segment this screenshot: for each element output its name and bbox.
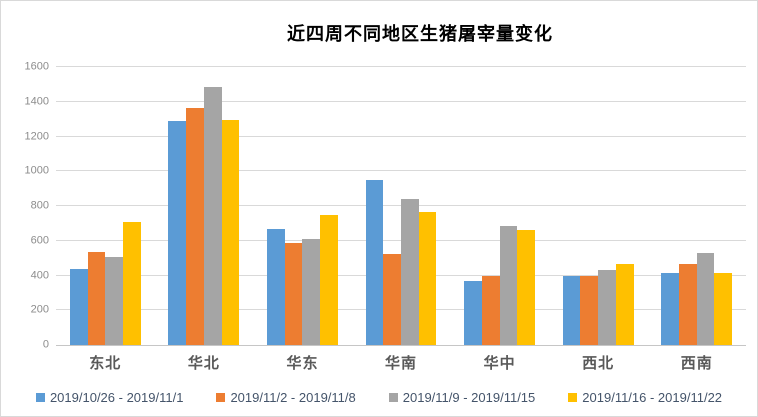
x-category-label: 西南 bbox=[680, 355, 713, 372]
y-tick-label: 1400 bbox=[24, 95, 49, 108]
legend: 2019/10/26 - 2019/11/1 2019/11/2 - 2019/1… bbox=[1, 388, 757, 406]
bar bbox=[203, 86, 222, 345]
bar bbox=[499, 225, 518, 345]
x-category-label: 华中 bbox=[483, 355, 516, 372]
bar bbox=[562, 276, 581, 345]
bar bbox=[464, 280, 482, 345]
bar bbox=[696, 252, 715, 345]
legend-swatch-icon bbox=[388, 392, 398, 402]
legend-item: 2019/11/16 - 2019/11/22 bbox=[568, 390, 722, 405]
chart-title: 近四周不同地区生猪屠宰量变化 bbox=[287, 24, 553, 44]
y-tick-label: 800 bbox=[30, 199, 49, 212]
legend-item: 2019/10/26 - 2019/11/1 bbox=[35, 389, 184, 405]
x-category-label: 西北 bbox=[582, 355, 615, 372]
bar-group bbox=[352, 67, 451, 345]
bar bbox=[418, 212, 437, 345]
bar bbox=[122, 221, 141, 345]
y-tick-label: 200 bbox=[30, 303, 49, 316]
y-axis: 0 200 400 600 800 1000 1200 1400 1600 bbox=[1, 61, 49, 350]
bar-group bbox=[253, 67, 352, 345]
y-tick-label: 600 bbox=[30, 234, 49, 247]
bar-group bbox=[56, 67, 155, 345]
legend-item: 2019/11/2 - 2019/11/8 bbox=[216, 389, 356, 405]
bar bbox=[69, 269, 88, 345]
bar bbox=[679, 264, 697, 345]
bar-group bbox=[155, 67, 254, 345]
bar bbox=[284, 242, 303, 345]
bar bbox=[365, 179, 384, 345]
gridline bbox=[56, 205, 746, 206]
bar bbox=[580, 275, 599, 345]
y-tick-label: 1200 bbox=[24, 130, 49, 142]
bar-group bbox=[647, 67, 746, 345]
x-category-label: 华北 bbox=[187, 355, 220, 372]
x-category-label: 华东 bbox=[286, 355, 319, 372]
x-category-label: 东北 bbox=[89, 355, 122, 372]
bar bbox=[598, 270, 616, 345]
bar-groups bbox=[56, 67, 746, 345]
y-tick-label: 0 bbox=[42, 338, 49, 351]
bar bbox=[481, 276, 500, 345]
y-tick-label: 1600 bbox=[24, 60, 49, 73]
bar bbox=[186, 107, 204, 345]
bar bbox=[87, 252, 106, 345]
legend-label: 2019/11/9 - 2019/11/15 bbox=[402, 389, 536, 405]
y-tick-label: 1000 bbox=[24, 164, 49, 177]
bar bbox=[168, 120, 187, 345]
bar-group bbox=[450, 67, 549, 345]
bar bbox=[267, 229, 285, 345]
legend-item: 2019/11/9 - 2019/11/15 bbox=[388, 389, 536, 405]
x-category-label: 华南 bbox=[385, 355, 418, 372]
y-tick-label: 400 bbox=[30, 269, 49, 281]
legend-swatch-icon bbox=[35, 392, 45, 402]
gridline bbox=[56, 100, 746, 102]
plot-area bbox=[56, 66, 746, 346]
bar bbox=[302, 239, 321, 345]
legend-swatch-icon bbox=[568, 392, 578, 402]
bar bbox=[661, 272, 680, 345]
bar-group bbox=[549, 67, 648, 345]
bar bbox=[105, 257, 123, 345]
legend-swatch-icon bbox=[216, 392, 226, 402]
bar bbox=[401, 199, 419, 345]
bar bbox=[221, 120, 240, 345]
bar bbox=[714, 272, 733, 345]
bar bbox=[517, 230, 535, 345]
legend-label: 2019/10/26 - 2019/11/1 bbox=[49, 389, 184, 405]
bar bbox=[320, 214, 338, 345]
gridline bbox=[56, 135, 746, 137]
legend-label: 2019/11/2 - 2019/11/8 bbox=[230, 389, 356, 405]
legend-label: 2019/11/16 - 2019/11/22 bbox=[582, 389, 723, 405]
x-axis: 东北 华北 华东 华南 华中 西北 西南 bbox=[56, 352, 746, 373]
bar bbox=[383, 253, 402, 345]
gridline bbox=[56, 239, 746, 241]
bar bbox=[615, 264, 634, 345]
gridline bbox=[56, 170, 746, 172]
gridline bbox=[56, 66, 746, 67]
